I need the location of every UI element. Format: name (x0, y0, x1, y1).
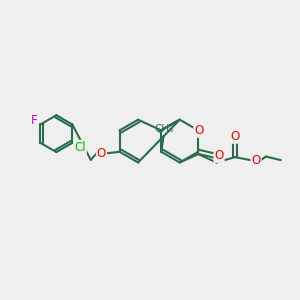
Text: Cl: Cl (74, 141, 86, 154)
Text: F: F (31, 114, 38, 128)
Text: O: O (251, 154, 261, 166)
Text: O: O (230, 130, 240, 143)
Text: CH₃: CH₃ (154, 124, 174, 134)
Text: O: O (97, 147, 106, 160)
Text: O: O (214, 149, 224, 162)
Text: O: O (194, 124, 203, 137)
